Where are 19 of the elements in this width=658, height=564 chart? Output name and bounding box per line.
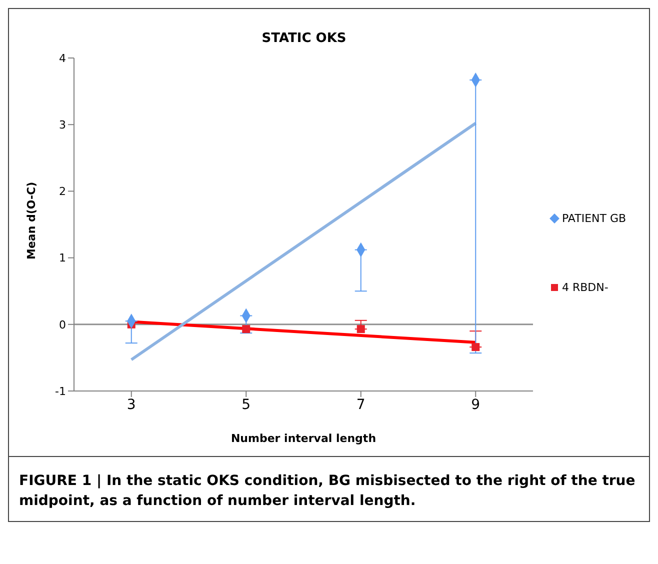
y-tick-label: 1 — [59, 252, 66, 265]
y-tick-label: 4 — [59, 52, 66, 65]
x-tick-label: 3 — [126, 396, 136, 413]
chart-title: STATIC OKS — [260, 31, 348, 46]
caption: FIGURE 1 | In the static OKS condition, BG misbisected to the right of the true midpoint, as a function of number interval length. — [9, 456, 649, 521]
point — [472, 343, 480, 352]
point — [242, 325, 250, 334]
y-tick-label: 2 — [59, 185, 66, 198]
y-tick-label: 3 — [59, 118, 66, 132]
point — [356, 325, 365, 334]
y-tick-label: 0 — [59, 318, 66, 332]
legend-label: PATIENT GB — [561, 212, 626, 224]
x-tick-label: 5 — [242, 396, 251, 413]
x-tick-label: 7 — [356, 396, 366, 413]
x-tick-label: 9 — [471, 396, 480, 413]
x-axis-title: Number interval length — [230, 432, 376, 445]
y-axis-title: Mean d(O-C) — [24, 182, 38, 260]
legend-label: 4 RBDN- — [561, 280, 610, 294]
y-tick-label: -1 — [55, 384, 66, 398]
